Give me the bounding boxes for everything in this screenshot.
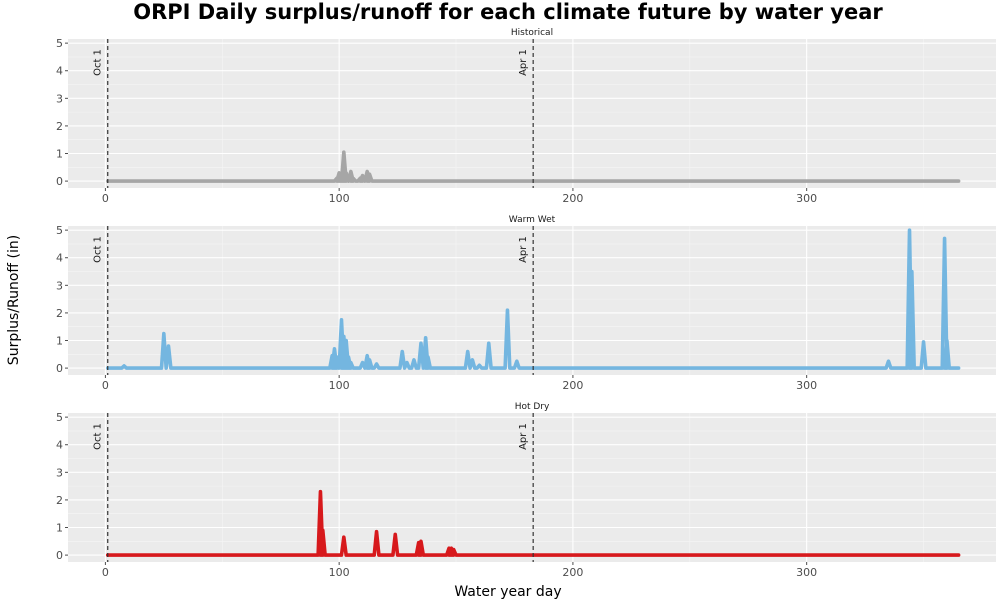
vline-label: Oct 1 bbox=[93, 49, 104, 76]
x-tick-label: 200 bbox=[562, 192, 583, 205]
y-tick-label: 3 bbox=[56, 279, 63, 292]
x-tick-label: 0 bbox=[102, 379, 109, 392]
x-tick-label: 100 bbox=[329, 566, 350, 579]
y-tick-label: 2 bbox=[56, 120, 63, 133]
x-tick-label: 300 bbox=[796, 192, 817, 205]
x-tick-label: 100 bbox=[329, 192, 350, 205]
facet-strip-label: Hot Dry bbox=[515, 402, 550, 412]
facet-strip-label: Warm Wet bbox=[509, 215, 556, 225]
y-tick-label: 0 bbox=[56, 175, 63, 188]
vline-label: Oct 1 bbox=[93, 423, 104, 450]
x-tick-label: 200 bbox=[562, 566, 583, 579]
vline-label: Oct 1 bbox=[93, 236, 104, 263]
facet-historical: Historical 0 1 2 3 4 5 0 100 200 300 Oct 1 Apr 1 bbox=[56, 28, 996, 205]
vline-label: Apr 1 bbox=[518, 49, 529, 76]
panel-background bbox=[68, 413, 996, 562]
panel-background bbox=[68, 39, 996, 188]
series-line-hot-dry bbox=[105, 489, 961, 557]
y-tick-label: 4 bbox=[56, 65, 63, 78]
series-line-historical bbox=[105, 150, 961, 183]
x-axis-label: Water year day bbox=[454, 584, 561, 600]
y-tick-label: 1 bbox=[56, 335, 63, 348]
y-tick-label: 2 bbox=[56, 494, 63, 507]
facet-warm-wet: Warm Wet 0 1 2 3 4 5 0 100 200 300 Oct 1 Apr 1 bbox=[56, 215, 996, 392]
y-tick-label: 1 bbox=[56, 148, 63, 161]
x-tick-label: 0 bbox=[102, 192, 109, 205]
vline-label: Apr 1 bbox=[518, 423, 529, 450]
y-tick-label: 0 bbox=[56, 549, 63, 562]
y-tick-label: 4 bbox=[56, 439, 63, 452]
x-tick-label: 0 bbox=[102, 566, 109, 579]
x-tick-label: 100 bbox=[329, 379, 350, 392]
facet-hot-dry: Hot Dry 0 1 2 3 4 5 0 100 200 300 Oct 1 Apr 1 bbox=[56, 402, 996, 579]
chart-title: ORPI Daily surplus/runoff for each clima… bbox=[133, 0, 883, 24]
y-tick-label: 5 bbox=[56, 411, 63, 424]
series-line-warm-wet bbox=[105, 228, 961, 370]
x-tick-label: 200 bbox=[562, 379, 583, 392]
y-tick-label: 0 bbox=[56, 362, 63, 375]
y-tick-label: 5 bbox=[56, 37, 63, 50]
y-tick-label: 2 bbox=[56, 307, 63, 320]
y-tick-label: 5 bbox=[56, 224, 63, 237]
x-tick-label: 300 bbox=[796, 566, 817, 579]
y-tick-label: 1 bbox=[56, 522, 63, 535]
y-tick-label: 3 bbox=[56, 92, 63, 105]
y-tick-label: 3 bbox=[56, 466, 63, 479]
x-tick-label: 300 bbox=[796, 379, 817, 392]
panel-background bbox=[68, 226, 996, 375]
vline-label: Apr 1 bbox=[518, 236, 529, 263]
facet-strip-label: Historical bbox=[511, 28, 553, 38]
y-axis-label: Surplus/Runoff (in) bbox=[6, 235, 22, 365]
y-tick-label: 4 bbox=[56, 252, 63, 265]
